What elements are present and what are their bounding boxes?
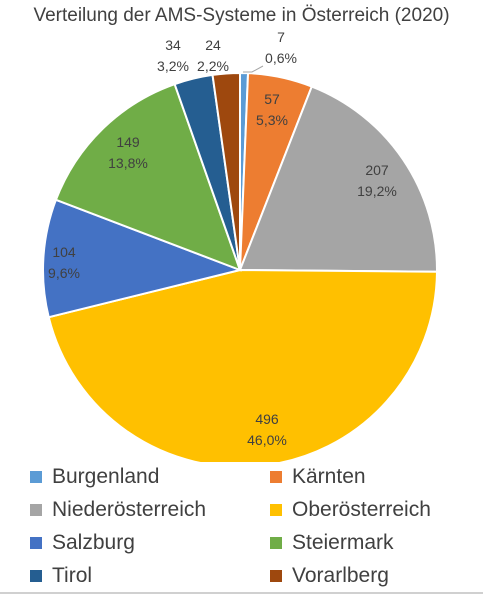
data-label-percent-oberösterreich: 46,0% <box>247 432 287 448</box>
leader-line-burgenland <box>243 65 264 73</box>
legend-swatch <box>30 536 42 549</box>
legend-label: Steiermark <box>292 530 394 554</box>
legend-swatch <box>270 503 282 516</box>
legend: Burgenland Kärnten Niederösterreich Oberöst… <box>30 462 470 590</box>
legend-item-burgenland: Burgenland <box>30 462 270 491</box>
legend-item-tirol: Tirol <box>30 561 270 590</box>
legend-item-oberösterreich: Oberösterreich <box>270 495 470 524</box>
data-label-value-kärnten: 57 <box>264 91 280 107</box>
legend-swatch <box>30 503 42 516</box>
data-label-percent-niederösterreich: 19,2% <box>357 183 397 199</box>
data-label-value-salzburg: 104 <box>52 244 76 260</box>
legend-swatch <box>30 470 42 483</box>
pie-slice-vorarlberg <box>211 71 241 271</box>
legend-item-kärnten: Kärnten <box>270 462 470 491</box>
legend-swatch <box>270 569 282 582</box>
data-label-value-oberösterreich: 496 <box>255 411 279 427</box>
legend-label: Niederösterreich <box>52 497 207 521</box>
legend-label: Tirol <box>52 563 93 587</box>
data-label-percent-kärnten: 5,3% <box>256 112 288 128</box>
legend-label: Vorarlberg <box>292 563 389 587</box>
pie-chart: 7 0,6% 57 5,3% 207 19,2% 496 46,0% 104 9,6% 149 13,… <box>42 29 439 462</box>
data-label-percent-vorarlberg: 2,2% <box>197 58 229 74</box>
legend-label: Oberösterreich <box>292 497 431 521</box>
legend-item-vorarlberg: Vorarlberg <box>270 561 470 590</box>
legend-label: Salzburg <box>52 530 135 554</box>
legend-swatch <box>270 470 282 483</box>
data-label-value-burgenland: 7 <box>277 29 285 45</box>
legend-label: Kärnten <box>292 464 366 488</box>
data-label-value-niederösterreich: 207 <box>365 162 389 178</box>
bottom-divider <box>0 592 483 594</box>
data-label-value-steiermark: 149 <box>116 134 140 150</box>
data-label-percent-steiermark: 13,8% <box>108 155 148 171</box>
pie-slice-niederösterreich <box>238 85 438 273</box>
data-label-percent-salzburg: 9,6% <box>48 265 80 281</box>
data-label-percent-tirol: 3,2% <box>157 58 189 74</box>
legend-swatch <box>270 536 282 549</box>
chart-title: Verteilung der AMS-Systeme in Österreich… <box>33 5 450 26</box>
legend-label: Burgenland <box>52 464 160 488</box>
data-label-value-vorarlberg: 24 <box>205 37 221 53</box>
legend-item-salzburg: Salzburg <box>30 528 270 557</box>
legend-item-niederösterreich: Niederösterreich <box>30 495 270 524</box>
legend-item-steiermark: Steiermark <box>270 528 470 557</box>
legend-swatch <box>30 569 42 582</box>
data-label-value-tirol: 34 <box>165 37 181 53</box>
data-label-percent-burgenland: 0,6% <box>265 50 297 66</box>
pie-slice-salzburg <box>42 198 244 319</box>
pie-slice-oberösterreich <box>47 268 439 462</box>
pie-slice-steiermark <box>54 82 242 272</box>
